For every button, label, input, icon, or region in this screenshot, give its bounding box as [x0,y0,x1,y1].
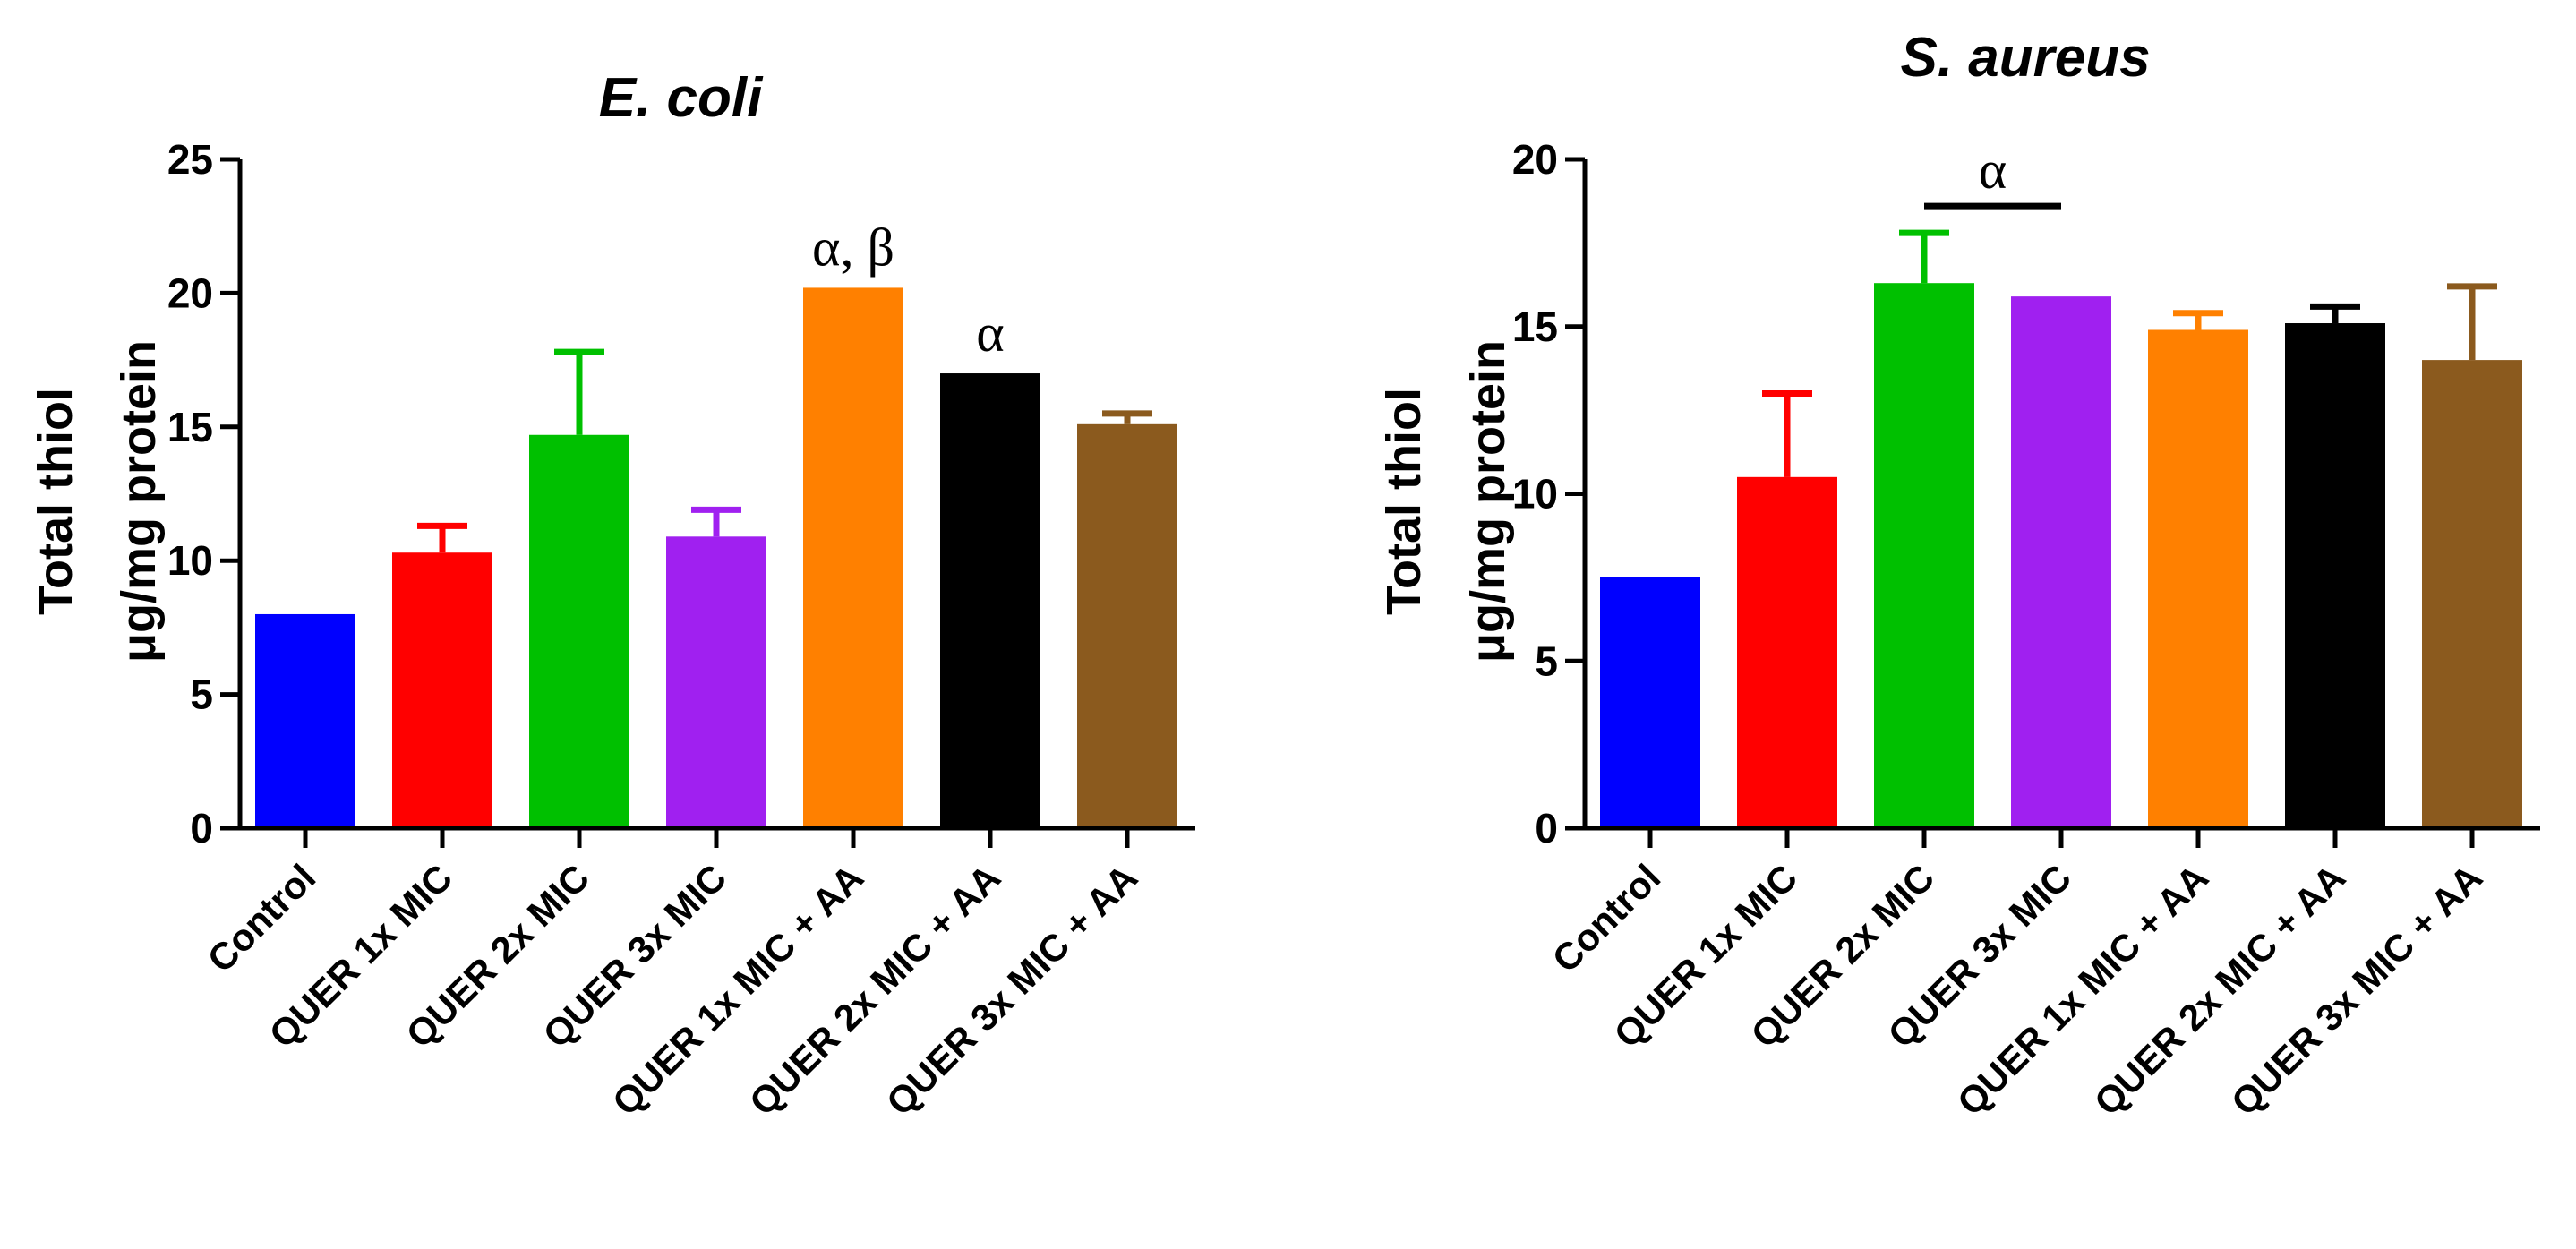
saureus-chart: S. aureus Total thiol μg/mg protein Control… [1377,27,2540,1124]
y-tick-label: 15 [167,404,213,450]
x-tick-label: QUER 1x MIC + AA [604,856,872,1124]
y-tick-label: 5 [190,672,213,718]
x-tick-label: Control [1545,856,1669,980]
bar-3 [1874,283,1974,828]
y-tick-label: 20 [1512,136,1558,183]
y-tick-label: 15 [1512,304,1558,350]
bar-6 [2285,323,2385,828]
bar-5 [2148,329,2248,828]
bar-7 [1077,423,1177,828]
x-tick-label: QUER 2x MIC + AA [2086,856,2354,1124]
bar-4 [666,536,766,828]
y-tick-label: 20 [167,269,213,316]
y-axis-label: Total thiol [1377,388,1431,615]
bar-7 [2422,360,2522,829]
bar-2 [392,552,492,828]
bar-1 [1600,577,1700,828]
y-tick-label: 25 [167,136,213,183]
chart-title: E. coli [599,67,764,129]
bar-1 [255,613,355,828]
x-tick-label: Control [200,856,324,980]
ecoli-chart: E. coli Total thiol μg/mg protein Control QU… [29,67,1195,1124]
y-tick-label: 10 [167,537,213,584]
significance-label: α [976,304,1004,363]
bar-6 [940,373,1040,828]
x-tick-label: QUER 3x MIC + AA [2223,856,2491,1124]
y-axis-label-units: μg/mg protein [112,340,166,663]
chart-title: S. aureus [1900,27,2150,89]
bar-5 [803,287,903,828]
bar-2 [1737,476,1837,828]
x-tick-label: QUER 1x MIC + AA [1949,856,2217,1124]
x-tick-label: QUER 3x MIC + AA [878,856,1146,1124]
bar-4 [2011,296,2111,828]
y-tick-label: 5 [1535,637,1558,684]
x-tick-label: QUER 2x MIC + AA [741,856,1009,1124]
bar-3 [529,434,629,828]
significance-label: α, β [812,218,894,277]
significance-label: α [1979,141,2007,200]
y-axis-label: Total thiol [29,388,82,615]
y-tick-label: 10 [1512,471,1558,518]
y-tick-label: 0 [1535,805,1558,851]
y-tick-label: 0 [190,805,213,851]
y-axis-label-units: μg/mg protein [1461,340,1515,663]
